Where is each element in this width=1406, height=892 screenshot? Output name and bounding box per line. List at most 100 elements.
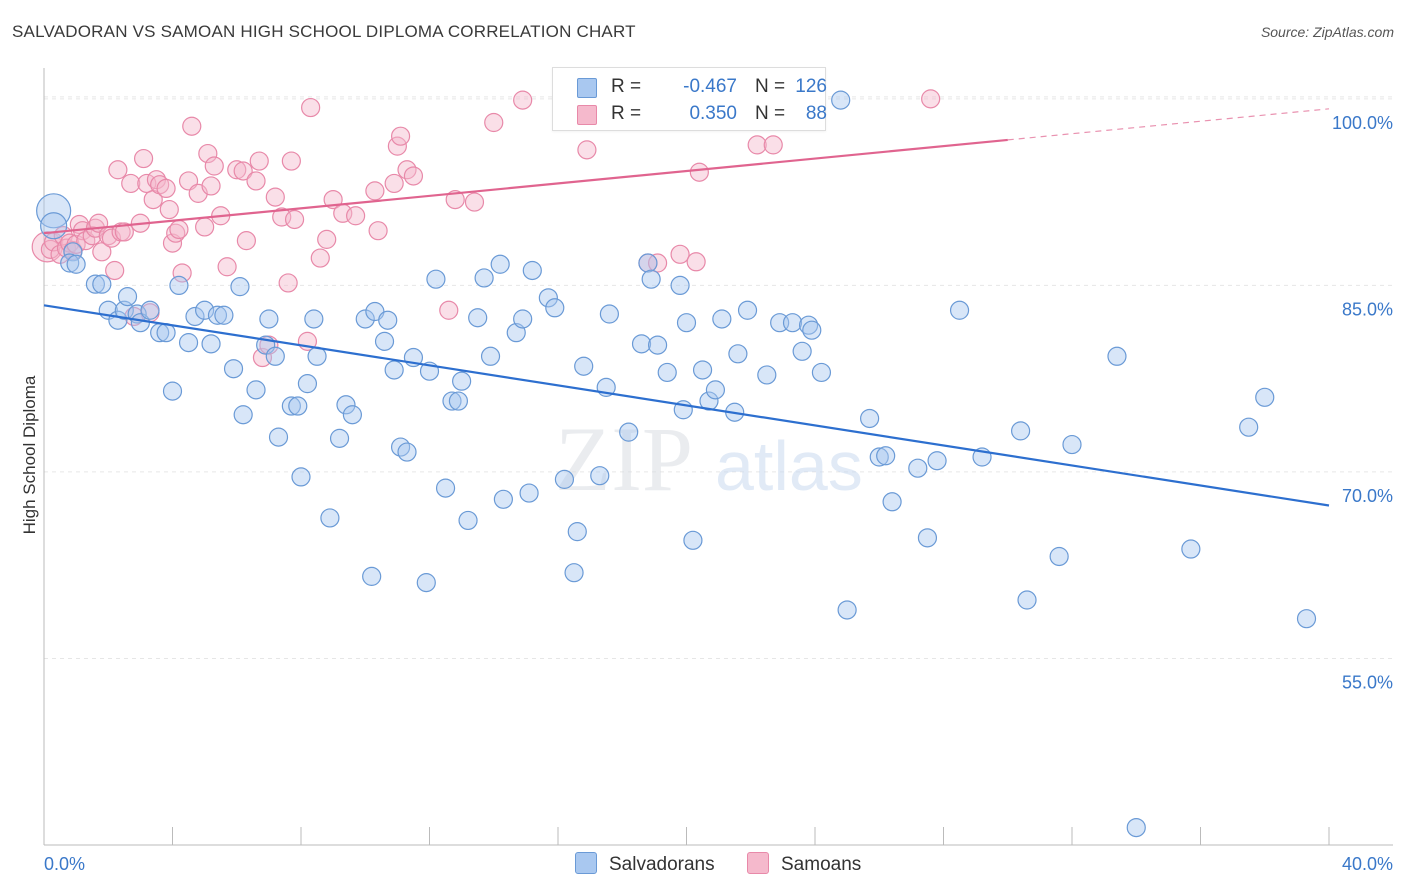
bottom-legend-label: Samoans	[781, 854, 862, 875]
data-point	[278, 273, 298, 293]
data-point	[304, 309, 324, 329]
data-point	[927, 451, 947, 471]
data-point	[464, 192, 485, 212]
data-point	[259, 309, 279, 329]
data-point	[545, 298, 565, 318]
data-point	[355, 309, 375, 329]
data-point	[156, 178, 176, 199]
grid-lines	[44, 96, 1393, 659]
data-point	[329, 428, 350, 448]
data-point	[538, 288, 558, 308]
data-point	[182, 116, 202, 136]
data-point	[728, 344, 748, 364]
data-point	[346, 206, 366, 226]
data-point	[265, 187, 285, 207]
salvadoran-trend-line	[43, 304, 1330, 507]
bottom-legend-swatch-blue	[575, 852, 597, 874]
bottom-legend-label: Salvadorans	[609, 854, 715, 875]
data-point	[1239, 417, 1259, 437]
data-point	[307, 346, 327, 366]
data-point	[201, 334, 221, 354]
data-point	[513, 309, 533, 329]
chart-title: SALVADORAN VS SAMOAN HIGH SCHOOL DIPLOMA…	[12, 22, 636, 41]
watermark-atlas: atlas	[715, 427, 863, 505]
data-point	[217, 257, 237, 277]
data-point	[169, 275, 189, 296]
data-point	[378, 310, 398, 330]
y-tick-label: 70.0%	[1342, 486, 1393, 506]
legend-r-label: R =	[611, 103, 642, 124]
data-point	[442, 391, 462, 411]
data-point	[699, 391, 719, 411]
data-point	[368, 221, 388, 241]
data-point	[670, 275, 690, 296]
data-point	[40, 212, 68, 240]
data-point	[204, 156, 224, 176]
data-point	[281, 396, 301, 416]
data-point	[876, 446, 896, 466]
data-point	[574, 356, 594, 376]
bottom-legend-salvadorans: Salvadorans	[575, 852, 715, 876]
data-point	[236, 231, 256, 251]
data-point	[921, 89, 941, 109]
data-point	[397, 442, 417, 462]
data-point	[490, 254, 510, 274]
legend-n-label: N =	[755, 103, 786, 124]
data-point	[317, 229, 337, 249]
data-point	[1049, 546, 1069, 567]
data-point	[223, 359, 244, 379]
data-point	[185, 306, 205, 327]
data-point	[1255, 387, 1275, 407]
data-point	[297, 374, 318, 394]
data-point	[705, 380, 726, 400]
data-point	[365, 181, 385, 201]
data-point	[686, 252, 706, 272]
data-point	[590, 466, 610, 486]
legend-n-value: 126	[795, 76, 827, 97]
data-point	[166, 223, 186, 243]
data-point	[439, 300, 459, 320]
data-point	[117, 286, 138, 307]
data-point	[362, 566, 382, 586]
data-point	[522, 260, 542, 281]
data-point	[320, 508, 340, 528]
legend-swatch-pink	[577, 105, 597, 125]
data-point	[599, 304, 620, 324]
correlation-legend: R = -0.467 N = 126 R = 0.350 N = 88	[552, 67, 827, 131]
data-point	[638, 253, 658, 273]
data-point	[513, 90, 533, 110]
data-point	[342, 405, 362, 425]
samoan-points	[31, 89, 941, 368]
watermark: ZIP atlas	[555, 408, 863, 510]
data-point	[448, 391, 469, 411]
data-point	[390, 437, 411, 457]
data-point	[85, 274, 106, 294]
data-point	[288, 396, 308, 416]
data-point	[214, 305, 234, 325]
data-point	[178, 333, 199, 353]
data-point	[564, 563, 584, 583]
data-point	[336, 395, 356, 415]
data-point	[159, 199, 179, 220]
data-point	[227, 160, 247, 180]
axes	[43, 68, 1393, 846]
data-point	[519, 483, 539, 503]
data-point	[133, 148, 154, 169]
data-point	[233, 161, 253, 181]
data-point	[121, 173, 141, 194]
trend-lines	[43, 108, 1330, 507]
tick-labels: 55.0% 70.0% 85.0% 100.0%	[1332, 113, 1393, 693]
data-point	[114, 222, 134, 242]
x-tick-label-min: 0.0%	[44, 854, 85, 874]
data-point	[670, 244, 690, 264]
legend-r-value: -0.467	[683, 76, 737, 97]
data-point	[435, 478, 456, 498]
data-point	[201, 176, 221, 196]
data-point	[1107, 346, 1127, 366]
legend-r-label: R =	[611, 76, 642, 97]
data-point	[1296, 609, 1317, 629]
data-point	[374, 331, 395, 351]
data-point	[60, 253, 80, 273]
data-point	[647, 253, 668, 273]
data-point	[763, 135, 783, 155]
